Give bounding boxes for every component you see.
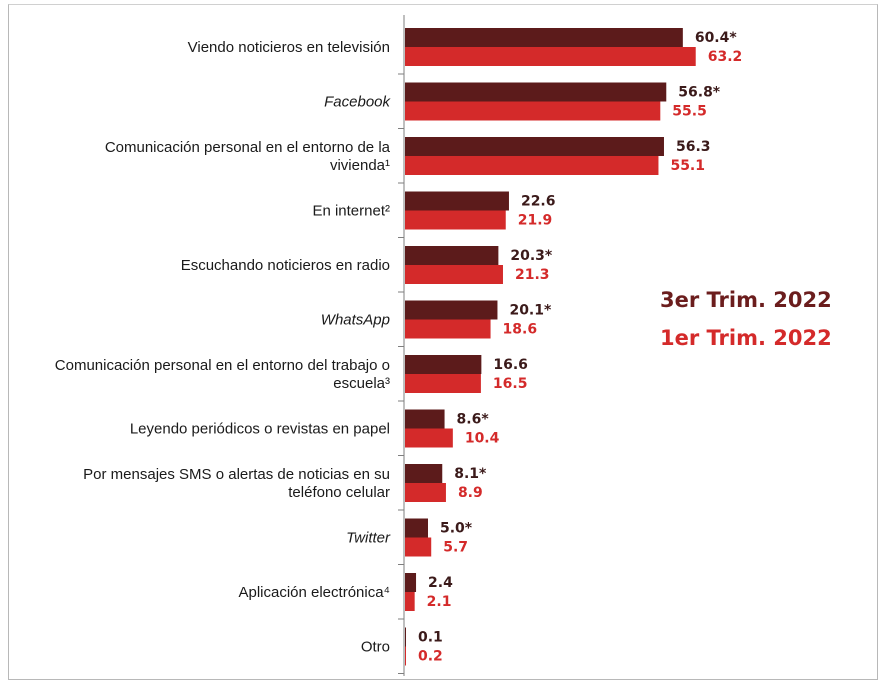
bar-q3-2022 (405, 573, 417, 592)
data-label: 8.1* (454, 466, 487, 482)
data-label: 56.8* (678, 85, 721, 101)
bar-q1-2022 (405, 47, 696, 66)
data-label: 20.3* (510, 248, 553, 264)
category-label-line: Otro (361, 639, 390, 656)
category-label-line: escuela³ (333, 375, 390, 392)
legend-entry: 1er Trim. 2022 (660, 326, 832, 350)
legend-entry: 3er Trim. 2022 (660, 288, 832, 312)
category-label: Por mensajes SMS o alertas de noticias e… (83, 466, 390, 501)
category-label-line: Por mensajes SMS o alertas de noticias e… (83, 466, 390, 483)
bar-q1-2022 (405, 483, 446, 502)
bar-q1-2022 (405, 646, 406, 666)
category-label-line: WhatsApp (321, 312, 390, 329)
bar-q1-2022 (405, 319, 491, 339)
data-label: 21.9 (518, 213, 553, 229)
category-label: En internet² (312, 203, 390, 220)
data-label: 55.5 (672, 104, 707, 120)
data-label: 21.3 (515, 267, 550, 283)
category-label-line: Comunicación personal en el entorno de l… (105, 139, 391, 156)
data-label: 5.7 (443, 540, 468, 556)
data-label: 16.5 (493, 376, 528, 392)
data-label: 0.1 (418, 630, 443, 646)
category-label: Escuchando noticieros en radio (181, 257, 390, 274)
data-label: 2.1 (427, 594, 452, 610)
data-label: 22.6 (521, 194, 556, 210)
data-label: 56.3 (676, 139, 711, 155)
category-label-line: Aplicación electrónica⁴ (238, 584, 390, 601)
data-label: 8.9 (458, 485, 483, 501)
bar-q3-2022 (405, 246, 499, 265)
data-label: 18.6 (503, 322, 538, 338)
bar-q3-2022 (405, 464, 443, 483)
bar-q1-2022 (405, 101, 661, 121)
data-label: 63.2 (708, 49, 743, 65)
category-label-line: Comunicación personal en el entorno del … (55, 357, 390, 374)
category-label-line: Escuchando noticieros en radio (181, 257, 390, 274)
bar-q1-2022 (405, 210, 506, 230)
bar-q3-2022 (405, 191, 509, 211)
category-label: Facebook (324, 94, 391, 111)
data-label: 10.4 (465, 431, 500, 447)
category-label-line: Viendo noticieros en televisión (188, 39, 390, 56)
category-label-line: Leyendo periódicos o revistas en papel (130, 421, 390, 438)
category-label: Viendo noticieros en televisión (188, 39, 390, 56)
category-label: Aplicación electrónica⁴ (238, 584, 390, 601)
bar-q3-2022 (405, 300, 498, 320)
bar-q3-2022 (405, 28, 683, 47)
category-label: Comunicación personal en el entorno del … (55, 357, 390, 392)
category-label: Otro (361, 639, 390, 656)
bar-q3-2022 (405, 82, 667, 102)
bar-q1-2022 (405, 156, 659, 175)
bar-q3-2022 (405, 518, 428, 538)
data-label: 5.0* (440, 521, 473, 537)
data-label: 55.1 (670, 158, 705, 174)
data-label: 60.4* (695, 30, 738, 46)
data-label: 20.1* (509, 303, 552, 319)
data-label: 0.2 (418, 649, 443, 665)
chart-frame (8, 4, 878, 680)
bar-q1-2022 (405, 428, 453, 448)
category-label-line: Facebook (324, 94, 391, 111)
bar-q3-2022 (405, 355, 482, 374)
category-label: Twitter (346, 530, 391, 547)
category-label-line: Twitter (346, 530, 391, 547)
bar-q1-2022 (405, 374, 481, 393)
bar-q1-2022 (405, 537, 432, 557)
bar-q1-2022 (405, 592, 415, 611)
category-label: Comunicación personal en el entorno de l… (105, 139, 391, 174)
category-label-line: vivienda¹ (330, 157, 390, 174)
category-label-line: teléfono celular (288, 484, 390, 501)
data-label: 2.4 (428, 575, 453, 591)
bar-q1-2022 (405, 265, 503, 284)
category-label: WhatsApp (321, 312, 390, 329)
bar-q3-2022 (405, 137, 664, 156)
category-label-line: En internet² (312, 203, 390, 220)
data-label: 8.6* (457, 412, 490, 428)
bar-q3-2022 (405, 627, 406, 647)
category-label: Leyendo periódicos o revistas en papel (130, 421, 390, 438)
data-label: 16.6 (493, 357, 528, 373)
bar-q3-2022 (405, 409, 445, 429)
